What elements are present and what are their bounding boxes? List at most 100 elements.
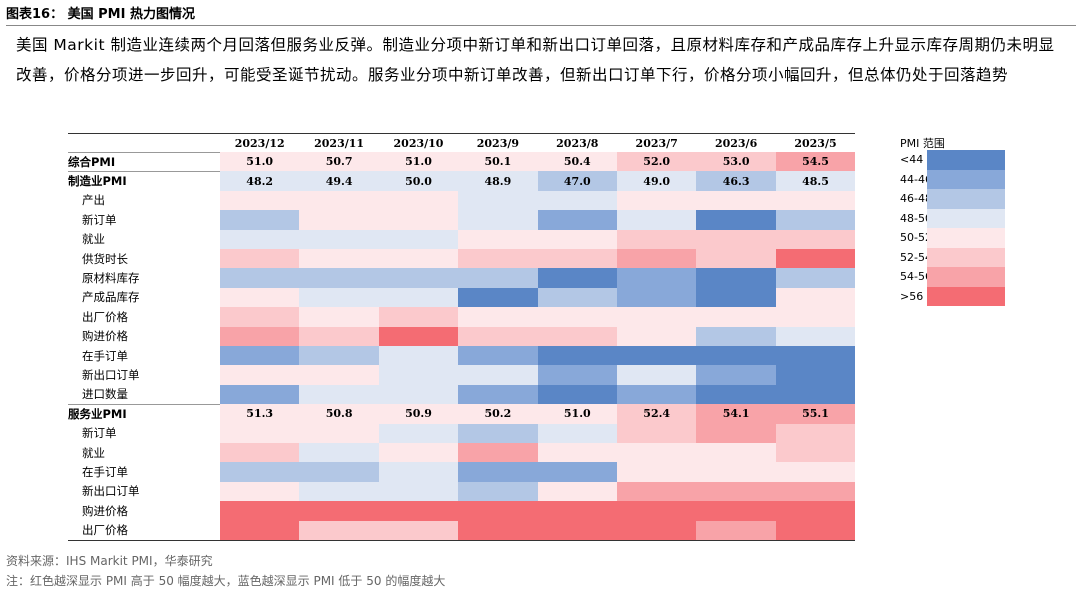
figure-title: 图表16： 美国 PMI 热力图情况 (6, 3, 1076, 26)
heat-cell (299, 443, 379, 463)
heat-cell (537, 384, 617, 405)
row-label: 产出 (82, 193, 105, 208)
heat-cell (696, 249, 776, 269)
heat-cell (378, 443, 459, 463)
heat-cell (775, 365, 856, 385)
heat-cell (458, 501, 538, 521)
heat-cell (775, 249, 856, 269)
heat-cell (696, 462, 776, 482)
heat-cell (220, 481, 300, 502)
heat-cell (775, 384, 856, 405)
heat-cell (299, 384, 379, 405)
heat-cell (299, 249, 379, 269)
legend-label: <44 (900, 153, 924, 167)
heat-cell (378, 501, 459, 521)
heat-cell (220, 346, 300, 366)
heat-cell: 50.0 (378, 171, 459, 191)
heat-cell (378, 423, 459, 443)
heat-cell (617, 190, 697, 211)
heat-cell: 55.1 (775, 404, 856, 424)
heat-cell: 50.2 (458, 404, 538, 424)
heat-cell (458, 443, 538, 463)
heat-cell (458, 346, 538, 366)
heat-cell (617, 249, 697, 269)
heat-cell (458, 249, 538, 269)
heat-cell (299, 307, 379, 327)
heat-cell (537, 268, 617, 288)
heat-cell (220, 384, 300, 405)
heat-cell (537, 287, 617, 308)
heat-cell (537, 210, 617, 230)
heat-cell (617, 268, 697, 288)
heat-cell: 51.0 (378, 152, 459, 172)
heat-cell (220, 462, 300, 482)
heat-cell (458, 210, 538, 230)
column-header: 2023/7 (635, 136, 678, 150)
legend-swatch (927, 247, 1005, 267)
description: 美国 Markit 制造业连续两个月回落但服务业反弹。制造业分项中新订单和新出口… (16, 36, 1055, 84)
row-label: 新出口订单 (82, 484, 140, 499)
heat-cell (220, 268, 300, 288)
heat-cell: 52.4 (617, 404, 697, 424)
heat-cell (537, 229, 617, 249)
heat-cell (458, 481, 538, 502)
heat-cell (775, 346, 856, 366)
heat-cell (378, 268, 459, 288)
heat-cell (378, 384, 459, 405)
heat-cell (458, 190, 538, 211)
heat-cell (696, 190, 776, 211)
heat-cell (775, 190, 856, 211)
heat-cell (696, 384, 776, 405)
heat-cell (220, 307, 300, 327)
heat-cell (775, 501, 856, 521)
heat-cell (299, 481, 379, 502)
column-header: 2023/12 (234, 136, 285, 150)
heat-cell (696, 287, 776, 308)
heat-cell (696, 423, 776, 443)
heat-cell (299, 501, 379, 521)
heat-cell: 51.3 (220, 404, 300, 424)
heat-cell (378, 462, 459, 482)
legend-title: PMI 范围 (900, 137, 945, 150)
heat-cell (537, 443, 617, 463)
column-header: 2023/11 (314, 136, 365, 150)
heat-cell: 50.1 (458, 152, 538, 172)
heat-cell (537, 326, 617, 346)
heat-cell (537, 462, 617, 482)
heat-cell (775, 423, 856, 443)
legend-label: 48-50 (900, 211, 932, 225)
heat-cell: 50.4 (537, 152, 617, 172)
heat-cell (378, 326, 459, 346)
heat-cell (775, 210, 856, 230)
heat-cell (775, 520, 856, 540)
row-label: 进口数量 (82, 387, 128, 402)
heat-cell (378, 307, 459, 327)
heat-cell: 46.3 (696, 171, 776, 191)
legend-swatch (927, 228, 1005, 248)
heat-cell (299, 190, 379, 211)
heat-cell: 48.5 (775, 171, 856, 191)
heat-cell (537, 520, 617, 540)
heat-cell (378, 229, 459, 249)
heat-cell (299, 210, 379, 230)
column-header: 2023/8 (556, 136, 599, 150)
heat-cell (617, 307, 697, 327)
heat-cell: 49.4 (299, 171, 379, 191)
heat-cell (378, 520, 459, 540)
heat-cell: 52.0 (617, 152, 697, 172)
row-label: 服务业PMI (68, 406, 127, 421)
heat-cell (696, 268, 776, 288)
heat-cell (537, 365, 617, 385)
row-label: 购进价格 (82, 503, 128, 518)
heat-cell (537, 249, 617, 269)
heat-cell: 51.0 (537, 404, 617, 424)
heat-cell (696, 365, 776, 385)
heat-cell (378, 210, 459, 230)
heat-cell (617, 520, 697, 540)
legend-label: 54-56 (900, 270, 932, 284)
heat-cell (617, 229, 697, 249)
heat-cell: 50.9 (378, 404, 459, 424)
legend-swatch (927, 286, 1005, 306)
heat-cell (617, 443, 697, 463)
